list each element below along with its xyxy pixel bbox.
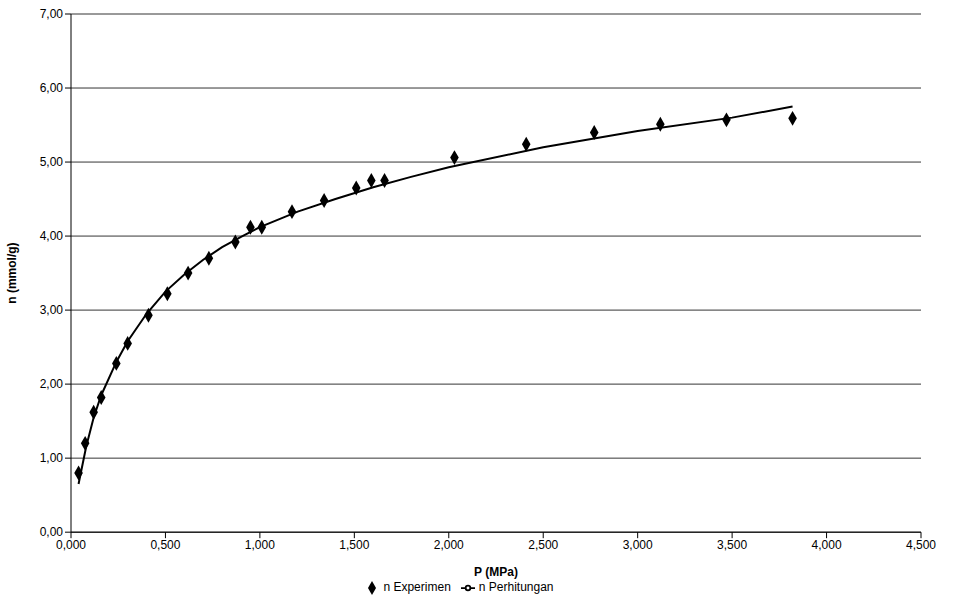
svg-text:3,000: 3,000 <box>623 538 653 552</box>
svg-text:6,00: 6,00 <box>40 81 64 95</box>
svg-text:0,000: 0,000 <box>56 538 86 552</box>
svg-text:1,500: 1,500 <box>339 538 369 552</box>
svg-text:n (mmol/g): n (mmol/g) <box>5 242 19 303</box>
svg-text:1,000: 1,000 <box>245 538 275 552</box>
svg-text:1,00: 1,00 <box>40 451 64 465</box>
svg-text:2,500: 2,500 <box>528 538 558 552</box>
svg-text:2,000: 2,000 <box>434 538 464 552</box>
html-text:n Perhitungan: n Perhitungan <box>478 580 554 595</box>
svg-text:3,00: 3,00 <box>40 303 64 317</box>
svg-text:2,00: 2,00 <box>40 377 64 391</box>
svg-text:0,500: 0,500 <box>150 538 180 552</box>
svg-text:5,00: 5,00 <box>40 155 64 169</box>
svg-text:4,500: 4,500 <box>906 538 936 552</box>
svg-text:P (MPa): P (MPa) <box>474 565 518 579</box>
svg-text:0,00: 0,00 <box>40 525 64 539</box>
svg-text:4,000: 4,000 <box>812 538 842 552</box>
svg-text:7,00: 7,00 <box>40 7 64 21</box>
svg-text:3,500: 3,500 <box>717 538 747 552</box>
svg-text:4,00: 4,00 <box>40 229 64 243</box>
html-text:n Experimen: n Experimen <box>383 580 451 595</box>
